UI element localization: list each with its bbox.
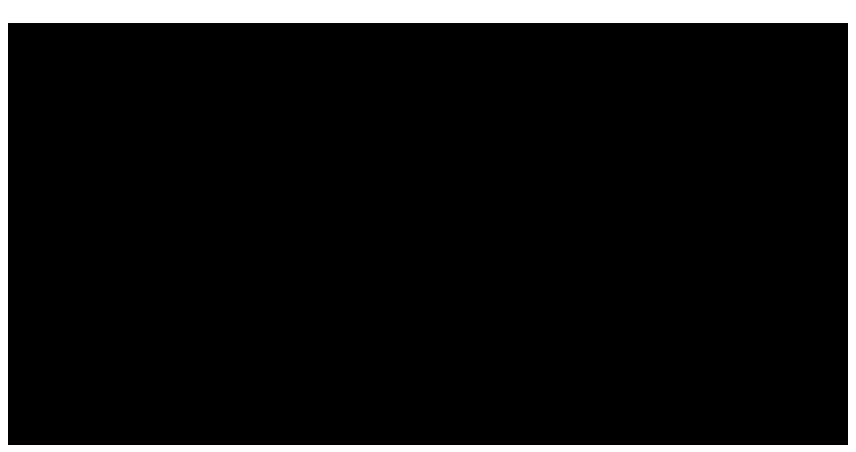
word-cloud-svg bbox=[8, 23, 848, 445]
word-cloud-canvas bbox=[8, 23, 848, 445]
